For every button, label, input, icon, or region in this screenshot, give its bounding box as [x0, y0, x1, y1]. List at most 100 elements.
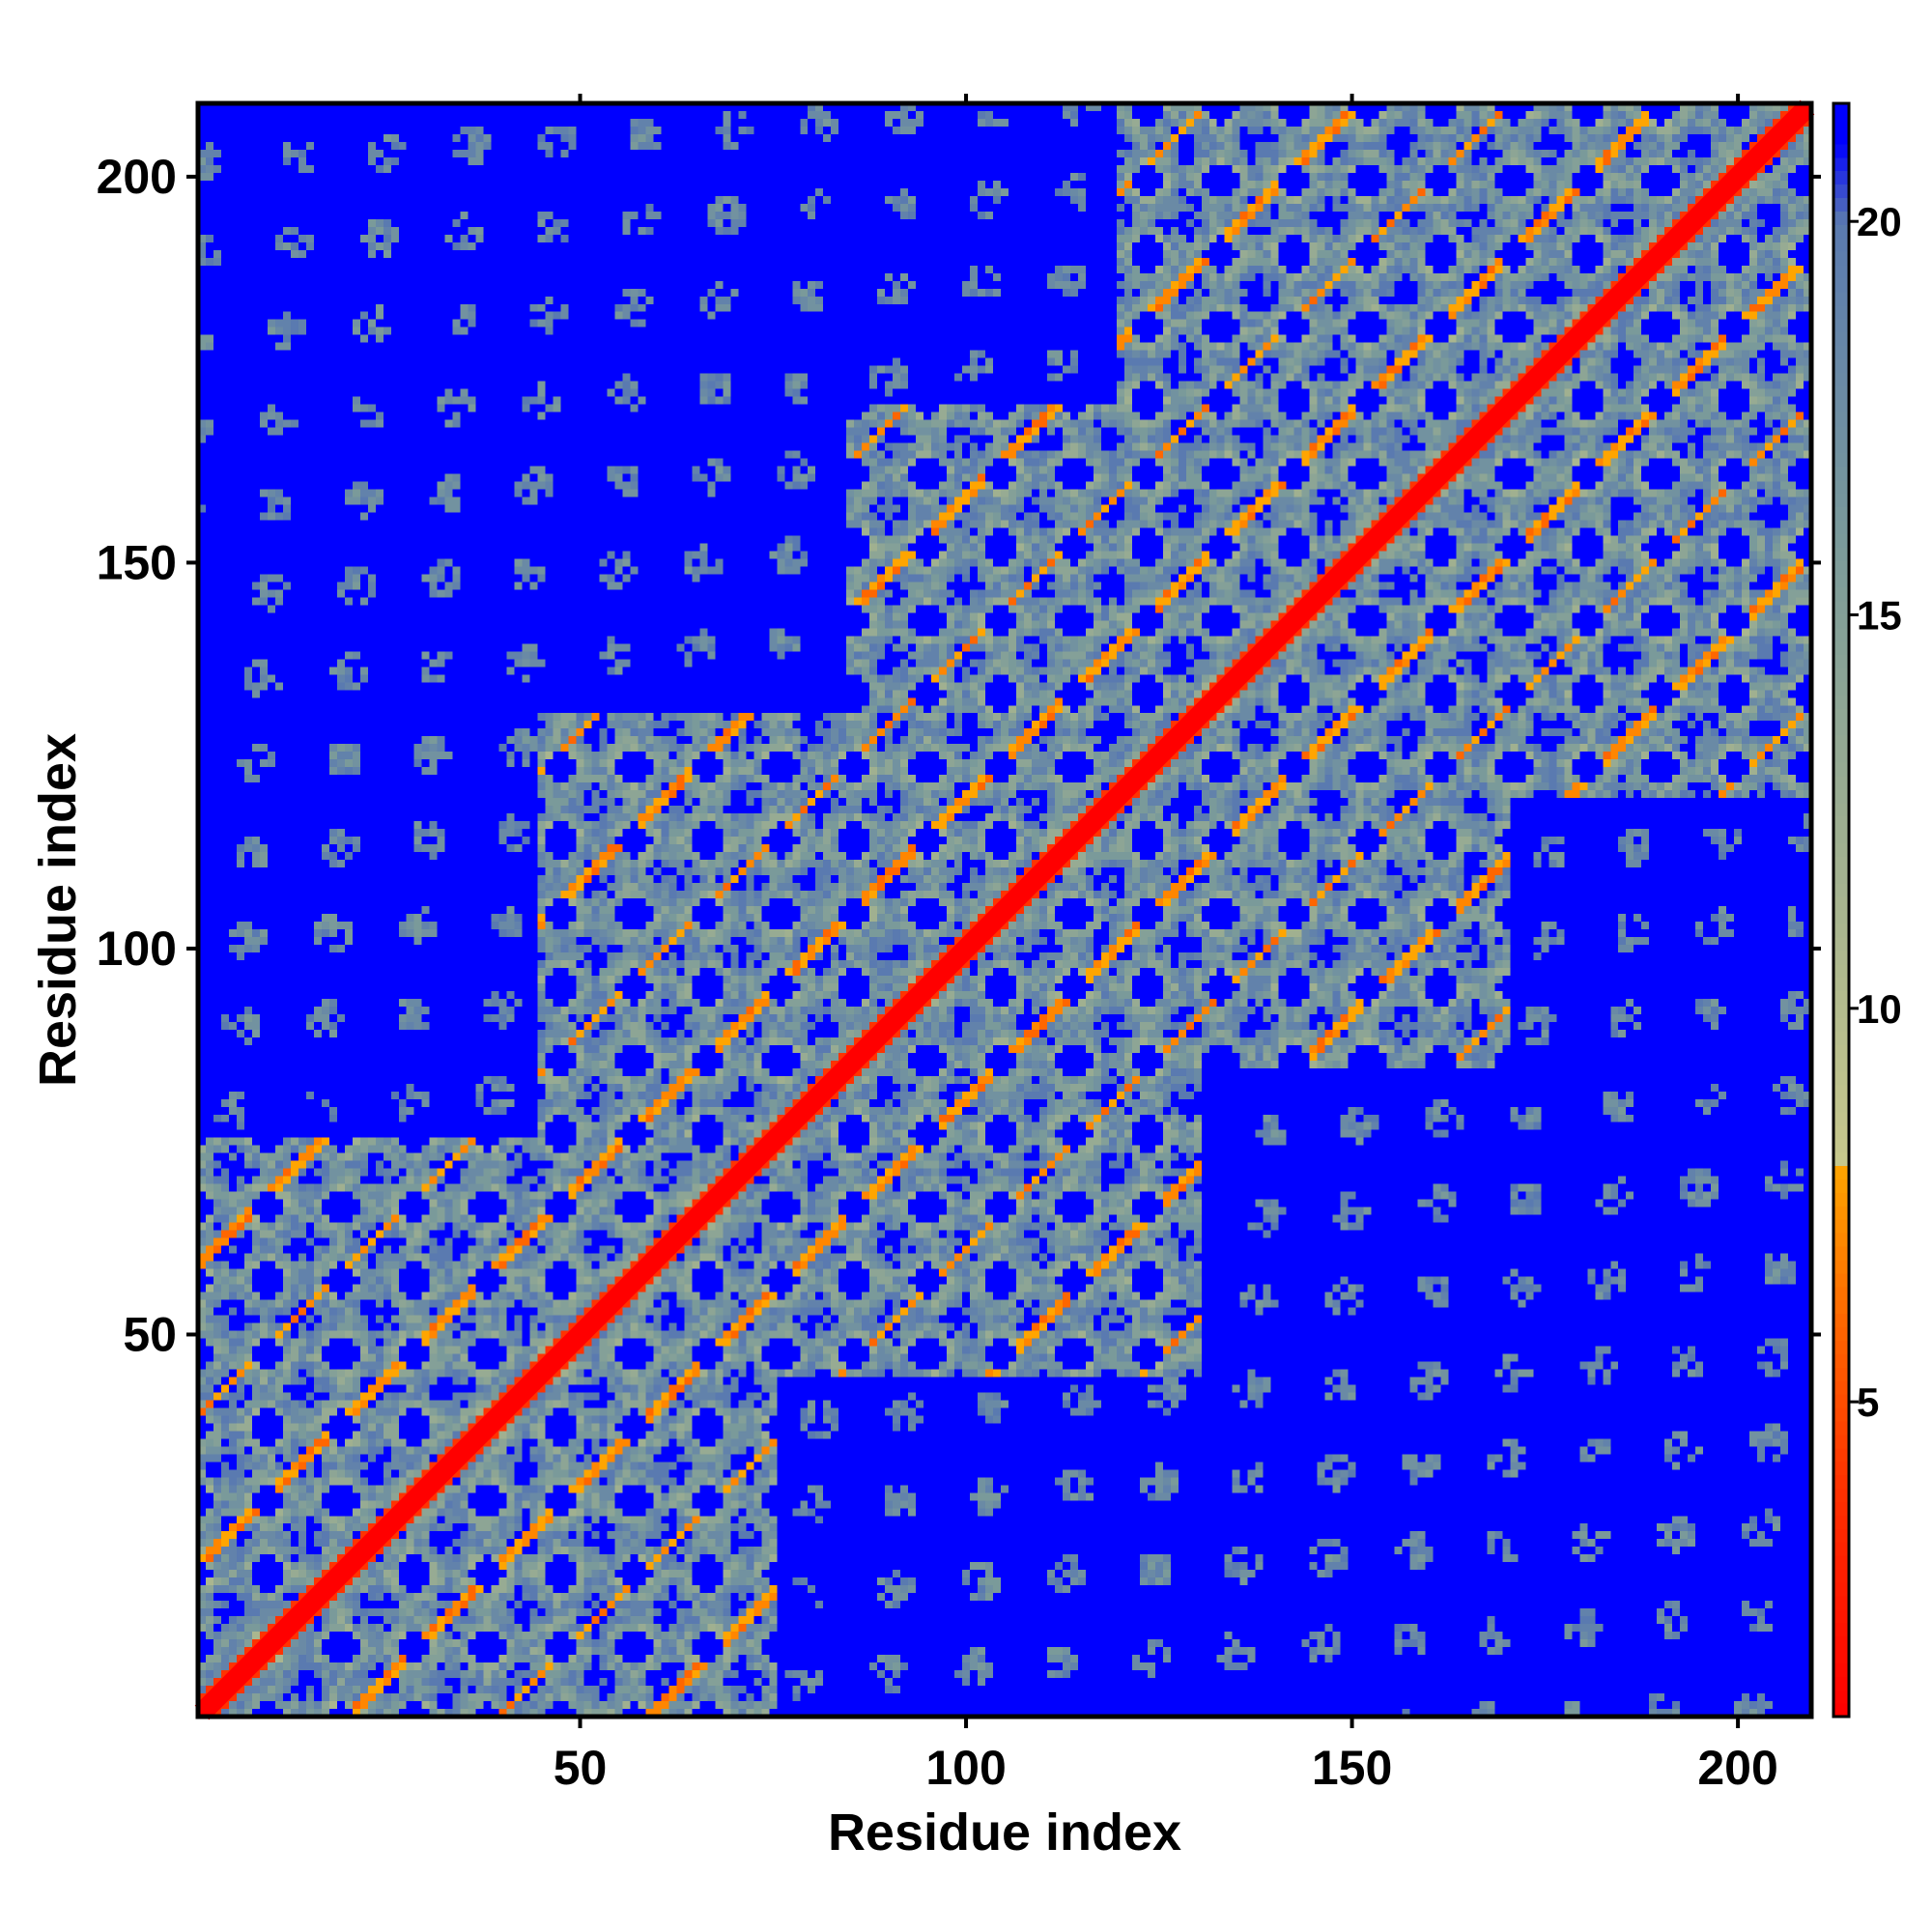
- colorbar-segment: [1833, 1394, 1849, 1408]
- colorbar-segment: [1833, 372, 1849, 386]
- colorbar-segment: [1833, 1124, 1849, 1140]
- colorbar-segment: [1833, 277, 1849, 293]
- colorbar-segment: [1833, 426, 1849, 440]
- colorbar-segment: [1833, 1286, 1849, 1301]
- colorbar-segment: [1833, 211, 1849, 225]
- colorbar-segment: [1833, 990, 1849, 1006]
- colorbar-segment: [1833, 358, 1849, 373]
- colorbar-segment: [1833, 520, 1849, 534]
- colorbar-segment: [1833, 345, 1849, 360]
- colorbar-segment: [1833, 156, 1849, 172]
- colorbar-segment: [1833, 613, 1849, 629]
- colorbar-segment: [1833, 695, 1849, 709]
- colorbar-segment: [1833, 1501, 1849, 1516]
- colorbar-tick-label-15: 15: [1857, 593, 1902, 639]
- colorbar-segment: [1833, 143, 1849, 158]
- heatmap-cells-6: [198, 103, 1811, 1717]
- colorbar-segment: [1833, 318, 1849, 333]
- colorbar-segment: [1833, 1690, 1849, 1704]
- colorbar-segment: [1833, 802, 1849, 817]
- colorbar-segment: [1833, 749, 1849, 763]
- colorbar-segment: [1833, 936, 1849, 952]
- colorbar-segment: [1833, 479, 1849, 495]
- colorbar-segment: [1833, 1380, 1849, 1395]
- y-tick-label-50: 50: [123, 1307, 177, 1361]
- colorbar-segment: [1833, 761, 1849, 777]
- colorbar-segment: [1833, 1676, 1849, 1690]
- colorbar-segment: [1833, 170, 1849, 185]
- plot-frame: [195, 100, 1814, 1719]
- diagonal-line: [194, 99, 1815, 1720]
- colorbar-segment: [1833, 1635, 1849, 1651]
- colorbar-segment: [1833, 184, 1849, 199]
- colorbar-segment: [1833, 1272, 1849, 1288]
- colorbar-segment: [1833, 735, 1849, 750]
- colorbar-segment: [1833, 1259, 1849, 1274]
- x-axis-title: Residue index: [828, 1804, 1181, 1861]
- colorbar-segment: [1833, 1340, 1849, 1354]
- colorbar-segment: [1833, 1406, 1849, 1422]
- colorbar-segment: [1833, 1179, 1849, 1193]
- colorbar-segment: [1833, 1151, 1849, 1167]
- x-tick-label-200: 200: [1697, 1741, 1777, 1795]
- colorbar-segment: [1833, 869, 1849, 884]
- colorbar-segment: [1833, 533, 1849, 548]
- y-axis: 50 100 150 200: [97, 150, 1821, 1361]
- colorbar-segment: [1833, 1515, 1849, 1529]
- colorbar-segment: [1833, 910, 1849, 924]
- colorbar-segment: [1833, 1528, 1849, 1543]
- colorbar-segment: [1833, 103, 1849, 118]
- colorbar-segment: [1833, 1111, 1849, 1126]
- colorbar-segment: [1833, 1568, 1849, 1583]
- colorbar-segment: [1833, 815, 1849, 831]
- colorbar-segment: [1833, 238, 1849, 252]
- colorbar-segment: [1833, 399, 1849, 413]
- y-tick-label-100: 100: [97, 922, 177, 976]
- colorbar-segment: [1833, 506, 1849, 522]
- colorbar-segment: [1833, 722, 1849, 736]
- colorbar-segment: [1833, 291, 1849, 306]
- colorbar-segment: [1833, 1097, 1849, 1113]
- colorbar-segment: [1833, 1017, 1849, 1032]
- colorbar-segment: [1833, 1326, 1849, 1341]
- colorbar-segment: [1833, 640, 1849, 656]
- colorbar-segment: [1833, 1165, 1849, 1179]
- colorbar-segment: [1833, 1084, 1849, 1099]
- colorbar-segment: [1833, 654, 1849, 669]
- colorbar-segment: [1833, 1299, 1849, 1315]
- colorbar-segment: [1833, 883, 1849, 897]
- colorbar-segment: [1833, 116, 1849, 131]
- colorbar-segment: [1833, 197, 1849, 212]
- x-axis: 50 100 150 200: [554, 94, 1778, 1795]
- colorbar-segment: [1833, 1542, 1849, 1556]
- colorbar-segment: [1833, 1192, 1849, 1207]
- colorbar-segment: [1833, 1474, 1849, 1490]
- colorbar-segment: [1833, 1595, 1849, 1610]
- colorbar-segment: [1833, 668, 1849, 683]
- colorbar-segment: [1833, 775, 1849, 790]
- colorbar-segment: [1833, 560, 1849, 575]
- colorbar-segment: [1833, 1420, 1849, 1435]
- colorbar-segment: [1833, 331, 1849, 347]
- colorbar-segment: [1833, 1353, 1849, 1368]
- colorbar-segment: [1833, 439, 1849, 454]
- colorbar-segment: [1833, 1058, 1849, 1072]
- colorbar-segment: [1833, 600, 1849, 615]
- colorbar-segment: [1833, 923, 1849, 938]
- y-tick-label-150: 150: [97, 535, 177, 589]
- colorbar-segment: [1833, 1071, 1849, 1086]
- colorbar-segment: [1833, 1313, 1849, 1328]
- colorbar-segment: [1833, 1031, 1849, 1045]
- colorbar-segment: [1833, 412, 1849, 427]
- colorbar-segment: [1833, 547, 1849, 561]
- colorbar-segment: [1833, 829, 1849, 844]
- colorbar-segment: [1833, 1044, 1849, 1059]
- colorbar-segment: [1833, 129, 1849, 145]
- colorbar-tick-label-5: 5: [1857, 1379, 1879, 1425]
- colorbar-segment: [1833, 1662, 1849, 1677]
- colorbar-segment: [1833, 251, 1849, 266]
- colorbar-segment: [1833, 1004, 1849, 1018]
- colorbar-segment: [1833, 681, 1849, 696]
- colorbar-segment: [1833, 574, 1849, 588]
- colorbar-segment: [1833, 493, 1849, 508]
